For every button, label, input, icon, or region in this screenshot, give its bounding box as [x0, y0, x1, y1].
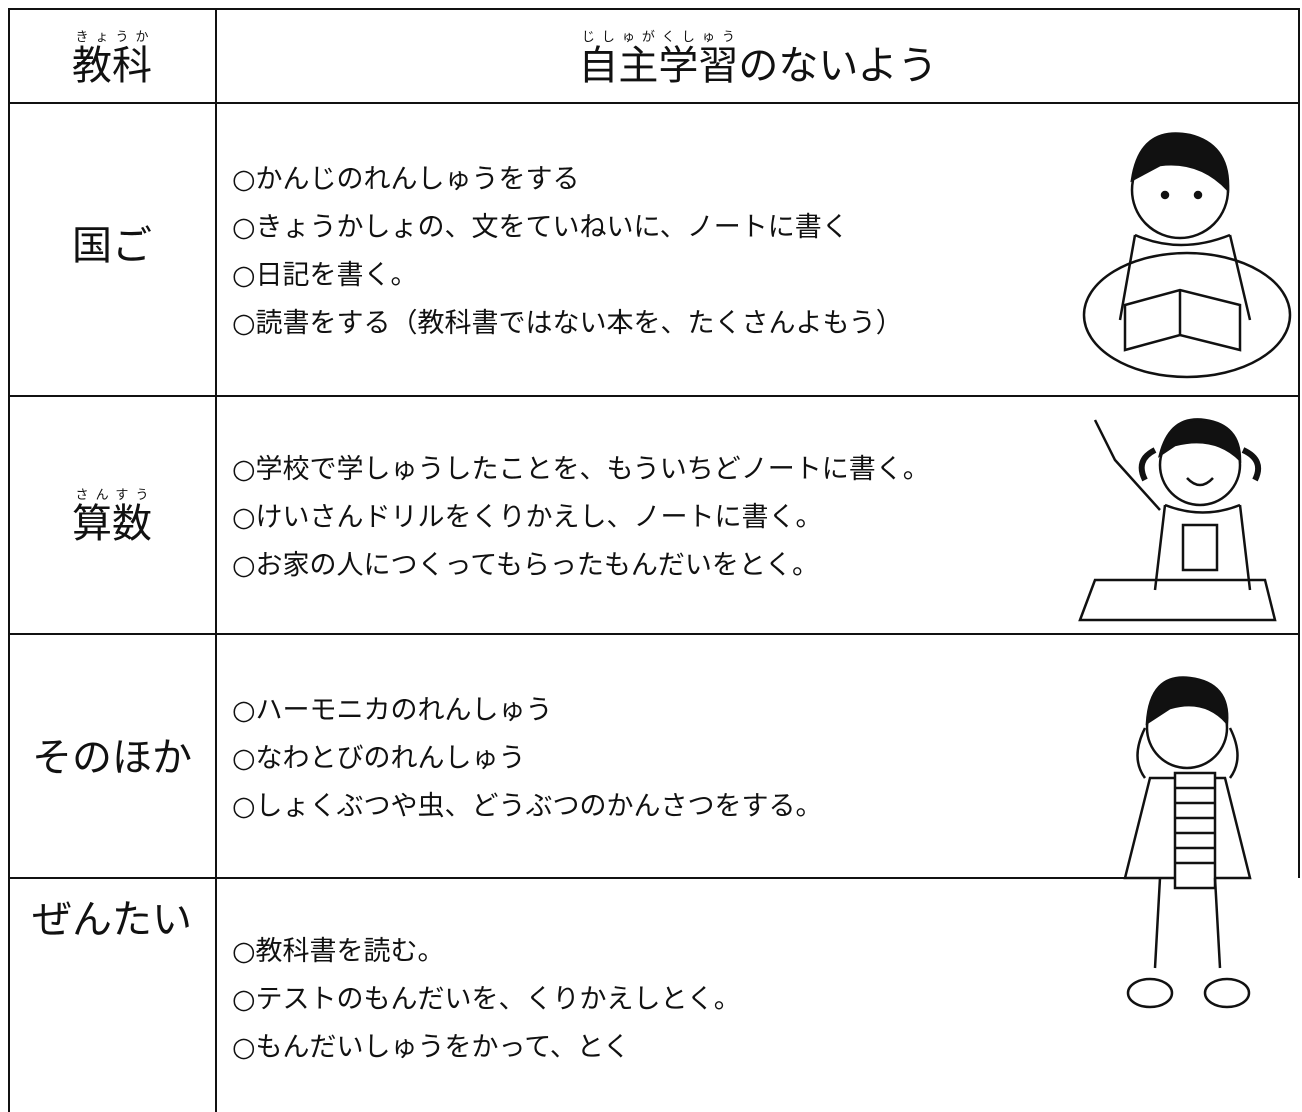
text: さんすう: [72, 488, 152, 503]
border: [8, 877, 1138, 879]
illustration-reading: [1082, 132, 1292, 379]
item: ○もんだいしゅうをかって、とく: [232, 1032, 631, 1063]
item: ○きょうかしょの、文をていねいに、ノートに書く: [232, 212, 849, 243]
illustration-harmonica: [1123, 676, 1252, 1009]
border: [8, 102, 1300, 104]
item: ○なわとびのれんしゅう: [232, 743, 526, 774]
item: ○ハーモニカのれんしゅう: [232, 695, 553, 726]
border: [1298, 8, 1300, 878]
subject: 算数さんすう: [8, 488, 216, 544]
item: ○学校で学しゅうしたことを、もういちどノートに書く。: [232, 454, 930, 485]
text: 自主学習: [578, 43, 739, 89]
item: ○お家の人につくってもらったもんだいをとく。: [232, 550, 820, 581]
item: ○教科書を読む。: [232, 936, 445, 967]
text: 算数: [72, 501, 152, 547]
text: 教科: [72, 43, 152, 89]
border: [215, 8, 217, 1112]
text: きょうか: [72, 30, 152, 45]
border: [8, 395, 1300, 397]
border: [8, 8, 1300, 10]
border: [8, 8, 10, 1112]
text: のないよう: [738, 43, 938, 89]
subject: 国ご: [72, 223, 152, 269]
item: ○けいさんドリルをくりかえし、ノートに書く。: [232, 502, 823, 533]
item: ○日記を書く。: [232, 260, 418, 291]
header-content: 自主学習じしゅがくしゅうのないよう: [216, 30, 1300, 86]
header-subject: 教科きょうか: [8, 30, 216, 86]
item: ○しょくぶつや虫、どうぶつのかんさつをする。: [232, 791, 823, 822]
border: [8, 633, 1300, 635]
subject: そのほか: [32, 735, 192, 781]
subject: ぜんたい: [32, 897, 192, 943]
item: ○読書をする（教科書ではない本を、たくさんよもう）: [232, 308, 903, 339]
illustration-hand-raised: [1078, 418, 1277, 622]
text: じしゅがくしゅう: [578, 30, 739, 45]
item: ○テストのもんだいを、くりかえしとく。: [232, 984, 741, 1015]
item: ○かんじのれんしゅうをする: [232, 164, 580, 195]
